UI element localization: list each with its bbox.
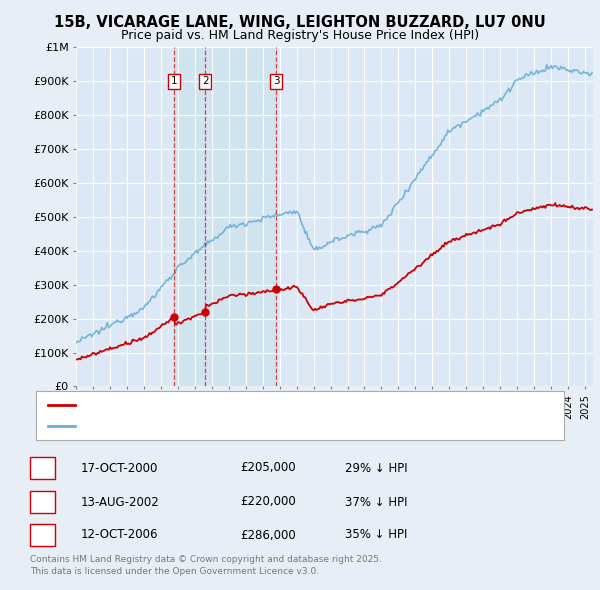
Text: 29% ↓ HPI: 29% ↓ HPI — [345, 461, 407, 474]
Text: 1: 1 — [39, 461, 46, 474]
Text: £220,000: £220,000 — [240, 496, 296, 509]
Text: 3: 3 — [39, 529, 46, 542]
Text: 2: 2 — [202, 76, 209, 86]
Text: 2: 2 — [39, 496, 46, 509]
Text: Contains HM Land Registry data © Crown copyright and database right 2025.
This d: Contains HM Land Registry data © Crown c… — [30, 555, 382, 576]
Text: 37% ↓ HPI: 37% ↓ HPI — [345, 496, 407, 509]
Text: £286,000: £286,000 — [240, 529, 296, 542]
Text: 17-OCT-2000: 17-OCT-2000 — [81, 461, 158, 474]
Text: Price paid vs. HM Land Registry's House Price Index (HPI): Price paid vs. HM Land Registry's House … — [121, 29, 479, 42]
Text: 1: 1 — [171, 76, 178, 86]
Bar — [175, 47, 276, 386]
Text: 3: 3 — [273, 76, 280, 86]
Text: 15B, VICARAGE LANE, WING, LEIGHTON BUZZARD, LU7 0NU: 15B, VICARAGE LANE, WING, LEIGHTON BUZZA… — [54, 15, 546, 30]
Text: 13-AUG-2002: 13-AUG-2002 — [81, 496, 160, 509]
Text: 15B, VICARAGE LANE, WING, LEIGHTON BUZZARD, LU7 0NU (detached house): 15B, VICARAGE LANE, WING, LEIGHTON BUZZA… — [81, 399, 487, 409]
Text: 35% ↓ HPI: 35% ↓ HPI — [345, 529, 407, 542]
Text: 12-OCT-2006: 12-OCT-2006 — [81, 529, 158, 542]
Text: £205,000: £205,000 — [240, 461, 296, 474]
Text: HPI: Average price, detached house, Buckinghamshire: HPI: Average price, detached house, Buck… — [81, 421, 365, 431]
